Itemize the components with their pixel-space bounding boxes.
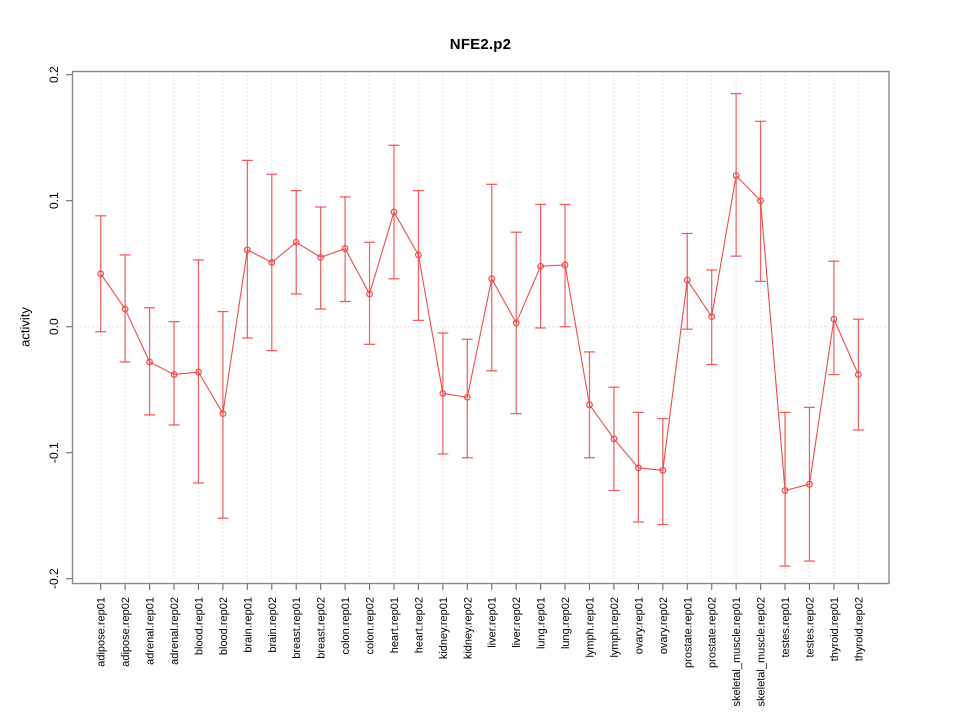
x-tick-label: lung.rep02 — [560, 597, 572, 649]
data-point — [366, 290, 373, 298]
data-point — [463, 393, 471, 401]
x-tick-label: lymph.rep02 — [609, 597, 621, 658]
x-tick-label: thyroid.rep02 — [853, 597, 865, 661]
x-tick-label: blood.rep01 — [193, 597, 205, 655]
x-tick-label: kidney.rep01 — [438, 597, 450, 659]
data-point — [683, 276, 691, 284]
x-tick-label: adrenal.rep02 — [169, 597, 181, 665]
data-point — [146, 358, 153, 366]
y-tick-label: 0.1 — [47, 192, 61, 209]
data-point — [121, 305, 129, 313]
data-point — [415, 251, 422, 259]
data-point — [732, 172, 740, 179]
data-point — [488, 275, 496, 283]
data-point — [659, 466, 667, 474]
data-point — [439, 390, 447, 397]
x-tick-label: ovary.rep01 — [633, 597, 645, 654]
x-tick-label: heart.rep01 — [389, 597, 401, 653]
x-tick-label: brain.rep01 — [242, 597, 254, 653]
y-tick-label: -0.2 — [47, 568, 61, 589]
data-point — [610, 435, 618, 443]
x-tick-label: brain.rep02 — [267, 597, 279, 653]
data-point — [586, 401, 593, 409]
x-tick-label: skeletal_muscle.rep01 — [731, 597, 743, 706]
data-point — [170, 371, 178, 378]
data-point — [512, 319, 520, 327]
x-tick-label: liver.rep01 — [487, 597, 499, 648]
x-tick-label: breast.rep02 — [316, 597, 328, 659]
x-tick-label: heart.rep02 — [413, 597, 425, 653]
x-tick-label: ovary.rep02 — [658, 597, 670, 654]
x-tick-label: breast.rep01 — [291, 597, 303, 659]
data-point — [341, 245, 349, 252]
data-point — [757, 197, 764, 205]
x-tick-label: prostate.rep02 — [707, 597, 719, 668]
data-point — [561, 261, 569, 269]
series-line — [100, 174, 859, 492]
x-tick-label: adrenal.rep01 — [145, 597, 157, 665]
chart-title: NFE2.p2 — [449, 36, 512, 53]
x-tick-label: lung.rep01 — [536, 597, 548, 649]
x-tick-label: colon.rep02 — [365, 597, 377, 655]
data-point — [830, 315, 838, 323]
data-point — [854, 371, 862, 378]
data-point — [97, 270, 105, 278]
data-point — [317, 253, 325, 261]
y-tick-label: 0.0 — [47, 318, 61, 335]
x-tick-label: prostate.rep01 — [682, 597, 694, 668]
x-tick-label: adipose.rep02 — [120, 597, 132, 667]
data-point — [219, 410, 227, 418]
x-tick-label: colon.rep01 — [340, 597, 352, 655]
x-tick-label: blood.rep02 — [218, 597, 230, 655]
data-point — [781, 487, 789, 494]
data-point — [195, 368, 202, 376]
x-tick-label: skeletal_muscle.rep02 — [756, 597, 768, 706]
data-point — [806, 480, 813, 488]
data-point — [537, 262, 545, 270]
data-point — [708, 313, 716, 321]
x-tick-label: liver.rep02 — [511, 597, 523, 648]
data-point — [243, 246, 251, 254]
y-tick-label: -0.1 — [47, 442, 61, 463]
data-point — [292, 238, 300, 246]
x-tick-label: kidney.rep02 — [462, 597, 474, 659]
data-point — [268, 259, 276, 266]
x-tick-label: lymph.rep01 — [585, 597, 597, 658]
x-tick-label: testes.rep02 — [804, 597, 816, 658]
y-tick-label: 0.2 — [47, 66, 61, 83]
plot-box — [71, 70, 890, 585]
data-point — [390, 208, 398, 216]
x-tick-label: adipose.rep01 — [96, 597, 108, 667]
x-tick-label: thyroid.rep01 — [829, 597, 841, 661]
x-tick-label: testes.rep01 — [780, 597, 792, 658]
data-point — [634, 464, 642, 472]
